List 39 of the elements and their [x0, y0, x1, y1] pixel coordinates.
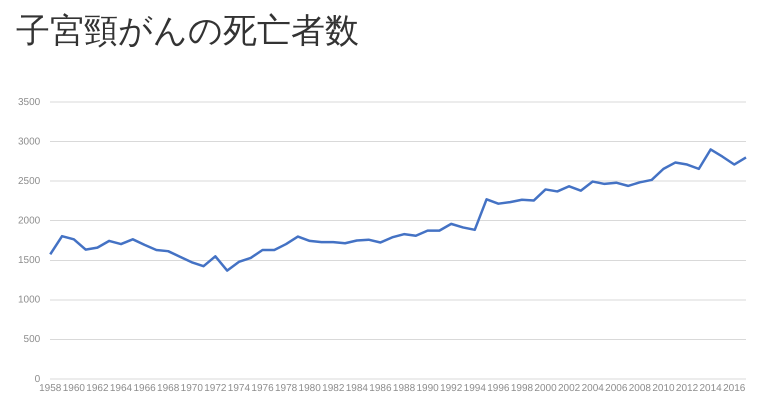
y-tick-label: 1000	[18, 294, 41, 306]
x-tick-label: 1970	[180, 382, 204, 394]
x-tick-label: 2012	[676, 382, 699, 394]
x-tick-label: 1958	[39, 382, 62, 394]
y-tick-label: 500	[24, 334, 41, 346]
x-tick-label: 2008	[628, 382, 652, 394]
x-tick-label: 1996	[487, 382, 510, 394]
y-tick-label: 2000	[18, 215, 41, 226]
x-tick-label: 1972	[204, 382, 227, 394]
y-tick-label: 0	[34, 374, 41, 385]
x-tick-label: 2006	[605, 382, 628, 394]
x-tick-label: 2002	[558, 382, 581, 394]
x-tick-label: 1976	[251, 382, 274, 394]
x-tick-label: 1986	[369, 382, 392, 394]
x-tick-label: 1964	[110, 382, 133, 394]
y-tick-label: 1500	[18, 255, 41, 266]
x-tick-label: 2000	[534, 382, 558, 394]
x-tick-label: 1994	[464, 382, 486, 394]
x-tick-label: 1962	[86, 382, 109, 394]
y-tick-label: 3000	[18, 136, 41, 148]
x-tick-label: 1966	[133, 382, 156, 394]
y-tick-label: 3500	[18, 96, 41, 108]
x-tick-label: 1960	[62, 382, 86, 394]
x-tick-label: 1968	[157, 382, 180, 394]
x-tick-label: 2004	[582, 382, 604, 394]
x-tick-label: 1980	[298, 382, 322, 394]
x-tick-label: 2010	[652, 382, 676, 394]
x-tick-label: 1988	[392, 382, 416, 394]
x-tick-label: 1998	[510, 382, 534, 394]
x-tick-label: 1974	[228, 382, 250, 394]
x-tick-label: 1984	[346, 382, 368, 394]
chart-title: 子宮頸がんの死亡者数	[16, 10, 359, 53]
y-tick-label: 2500	[18, 176, 41, 187]
x-tick-label: 1982	[322, 382, 345, 394]
x-tick-label: 1992	[440, 382, 463, 394]
x-tick-label: 1978	[274, 382, 298, 394]
x-tick-label: 2016	[723, 382, 746, 394]
x-tick-label: 2014	[700, 382, 722, 394]
x-tick-label: 1990	[416, 382, 440, 394]
